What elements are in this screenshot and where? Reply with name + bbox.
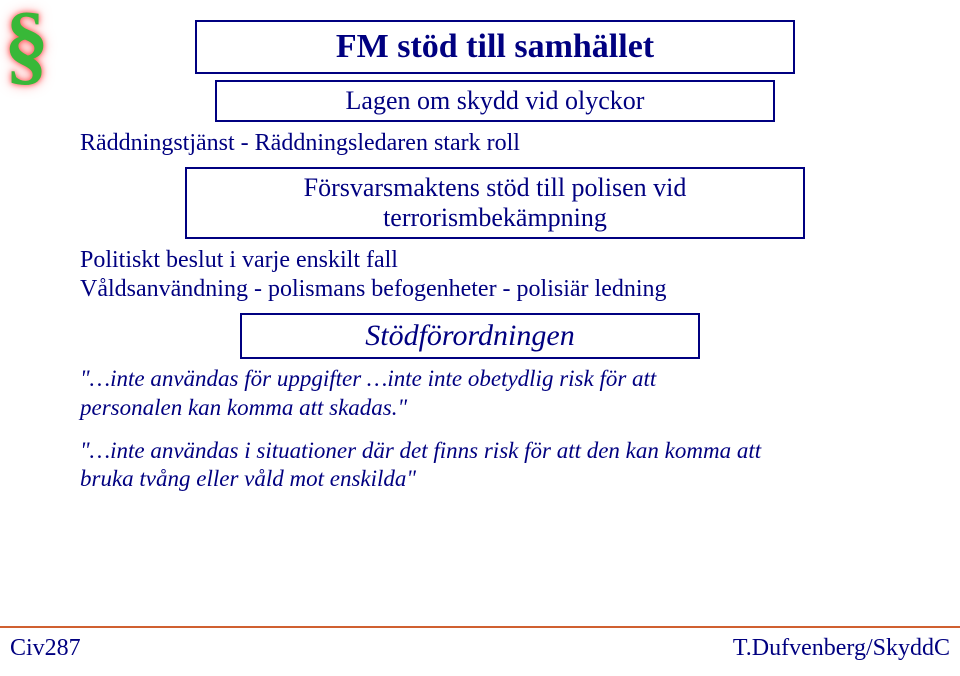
body-line-2b: Våldsanvändning - polismans befogenheter…: [80, 276, 910, 303]
subtitle-3: Stödförordningen: [250, 319, 690, 353]
subtitle-box-1: Lagen om skydd vid olyckor: [215, 80, 775, 122]
body-line-1: Räddningstjänst - Räddningsledaren stark…: [80, 130, 910, 157]
subtitle-box-3: Stödförordningen: [240, 313, 700, 359]
subtitle-box-2: Försvarsmaktens stöd till polisen vid te…: [185, 167, 805, 239]
slide-content: FM stöd till samhället Lagen om skydd vi…: [80, 20, 910, 508]
footer-divider: [0, 626, 960, 628]
footer-left: Civ287: [10, 635, 81, 662]
quote-2: "…inte användas i situationer där det fi…: [80, 437, 800, 495]
title-box: FM stöd till samhället: [195, 20, 795, 74]
body-line-2a: Politiskt beslut i varje enskilt fall: [80, 247, 910, 274]
subtitle-2: Försvarsmaktens stöd till polisen vid te…: [195, 173, 795, 233]
footer-right: T.Dufvenberg/SkyddC: [733, 635, 950, 662]
page-title: FM stöd till samhället: [207, 28, 783, 66]
subtitle-1: Lagen om skydd vid olyckor: [225, 86, 765, 116]
quote-1: "…inte användas för uppgifter …inte inte…: [80, 365, 700, 423]
section-symbol: §: [4, 0, 49, 90]
